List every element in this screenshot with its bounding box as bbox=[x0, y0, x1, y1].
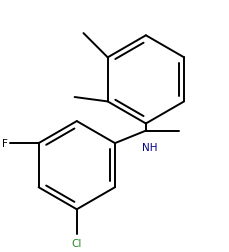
Text: Cl: Cl bbox=[71, 238, 82, 248]
Text: F: F bbox=[2, 139, 8, 148]
Text: NH: NH bbox=[142, 143, 157, 153]
